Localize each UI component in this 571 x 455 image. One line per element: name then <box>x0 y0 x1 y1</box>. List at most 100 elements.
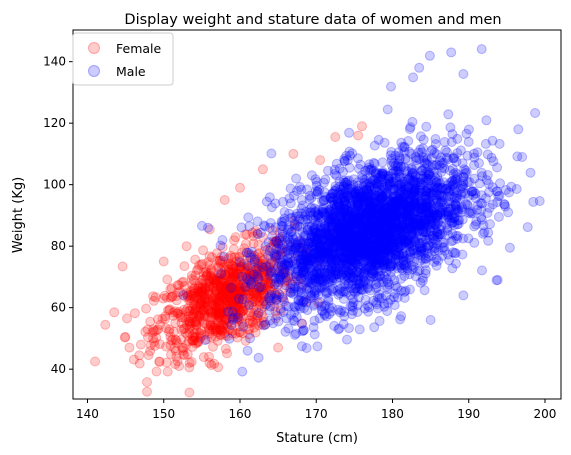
y-tick-label: 120 <box>43 116 66 130</box>
point-female <box>257 164 268 175</box>
point-male <box>253 308 264 319</box>
point-male <box>422 183 433 194</box>
point-female <box>204 281 215 292</box>
point-female <box>167 334 178 345</box>
point-female <box>205 318 216 329</box>
point-female <box>192 337 203 348</box>
point-male <box>381 266 392 277</box>
point-female <box>204 328 215 339</box>
point-female <box>230 232 241 243</box>
point-female <box>226 285 237 296</box>
point-female <box>251 294 262 305</box>
point-female <box>179 323 190 334</box>
point-female <box>117 261 128 272</box>
point-female <box>148 333 158 344</box>
point-male <box>466 206 477 217</box>
point-female <box>199 318 210 329</box>
point-female <box>142 377 152 388</box>
point-female <box>235 275 246 286</box>
x-tick-label: 140 <box>76 407 99 421</box>
point-female <box>194 312 205 323</box>
point-female <box>207 273 217 284</box>
point-female <box>213 285 224 296</box>
point-female <box>212 276 223 287</box>
point-female <box>187 331 198 342</box>
point-female <box>100 319 111 330</box>
point-male <box>439 245 450 256</box>
point-female <box>164 324 175 335</box>
point-female <box>193 286 204 297</box>
point-male <box>354 324 365 335</box>
point-female <box>90 356 101 367</box>
point-male <box>434 189 445 200</box>
point-female <box>199 283 210 294</box>
point-female <box>280 246 291 257</box>
point-female <box>226 260 237 271</box>
point-female <box>216 320 227 331</box>
point-female <box>243 293 254 304</box>
point-female <box>208 323 219 333</box>
point-female <box>278 267 289 278</box>
point-female <box>220 308 231 318</box>
point-female <box>204 324 215 335</box>
point-male <box>268 318 278 329</box>
point-female <box>235 286 246 297</box>
point-female <box>224 282 235 293</box>
point-female <box>199 293 210 303</box>
point-female <box>271 236 282 247</box>
point-female <box>232 301 242 312</box>
point-female <box>269 236 280 247</box>
point-male <box>484 202 495 213</box>
point-female <box>207 252 217 263</box>
point-female <box>204 326 215 337</box>
point-female <box>182 349 193 360</box>
point-female <box>228 281 239 292</box>
point-female <box>238 297 249 308</box>
point-female <box>250 327 261 338</box>
point-male <box>178 290 189 301</box>
point-female <box>252 292 263 303</box>
point-male <box>460 199 471 210</box>
point-female <box>153 324 163 335</box>
point-male <box>448 169 459 180</box>
point-female <box>220 298 230 309</box>
point-male <box>491 186 502 197</box>
point-male <box>386 81 396 92</box>
point-male <box>451 258 461 269</box>
point-female <box>216 307 227 317</box>
point-female <box>215 306 226 317</box>
point-female <box>195 333 206 344</box>
point-female <box>252 292 262 303</box>
point-female <box>188 308 199 319</box>
point-male <box>458 69 469 79</box>
point-male <box>504 187 514 198</box>
point-female <box>199 329 210 340</box>
point-female <box>253 248 264 259</box>
point-female <box>234 285 245 296</box>
point-female <box>191 319 202 330</box>
point-male <box>338 166 348 177</box>
point-female <box>227 312 238 323</box>
point-female <box>211 274 222 285</box>
point-female <box>190 270 201 281</box>
point-male <box>336 212 347 223</box>
point-female <box>242 282 253 293</box>
point-female <box>220 286 231 297</box>
point-male <box>360 294 371 305</box>
point-female <box>195 328 206 339</box>
point-female <box>249 322 260 333</box>
point-female <box>244 275 255 286</box>
point-female <box>197 286 208 297</box>
point-male <box>452 219 463 230</box>
point-female <box>224 291 235 302</box>
point-female <box>271 250 282 261</box>
point-female <box>212 272 223 283</box>
point-female <box>228 261 239 272</box>
point-female <box>207 274 218 285</box>
point-female <box>158 293 168 304</box>
point-female <box>213 295 224 306</box>
x-tick-label: 170 <box>305 407 328 421</box>
point-female <box>253 282 264 293</box>
point-female <box>222 287 232 298</box>
point-female <box>170 359 181 370</box>
